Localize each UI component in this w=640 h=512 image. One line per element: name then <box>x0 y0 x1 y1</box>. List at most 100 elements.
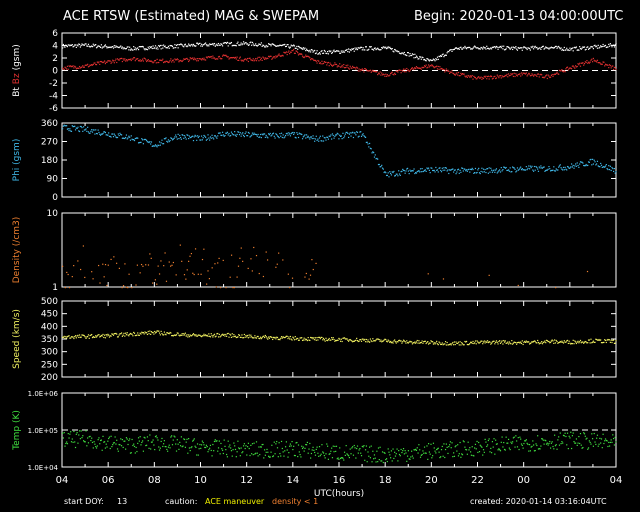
data-point <box>202 441 204 444</box>
data-point <box>193 438 195 440</box>
data-point <box>360 131 362 133</box>
data-point <box>91 64 94 66</box>
panel-frames <box>61 32 617 468</box>
data-point <box>219 287 222 289</box>
data-point <box>360 340 363 342</box>
data-point <box>68 129 70 132</box>
data-point <box>263 133 266 135</box>
data-point <box>516 170 518 172</box>
data-point <box>78 65 81 68</box>
data-point <box>537 48 540 50</box>
data-point <box>344 66 346 69</box>
data-point <box>85 43 87 45</box>
data-point <box>595 60 597 62</box>
data-point <box>419 56 422 58</box>
data-point <box>75 433 77 435</box>
data-point <box>600 63 602 65</box>
data-point <box>583 64 585 66</box>
data-point <box>550 46 552 48</box>
data-point <box>572 432 574 434</box>
data-point <box>245 334 247 337</box>
data-point <box>89 46 91 48</box>
data-point <box>331 447 333 449</box>
data-point <box>217 42 220 45</box>
data-point <box>147 46 149 48</box>
data-point <box>500 441 502 443</box>
data-point <box>221 334 223 336</box>
data-point <box>130 48 132 50</box>
data-point <box>230 131 233 133</box>
data-point <box>146 333 149 336</box>
data-point <box>571 343 573 345</box>
data-point <box>290 44 292 46</box>
data-point <box>366 141 368 143</box>
data-point <box>496 443 498 445</box>
data-point <box>331 337 333 339</box>
data-point <box>217 450 219 452</box>
data-point <box>314 49 316 52</box>
data-point <box>478 167 480 170</box>
data-point <box>294 335 296 338</box>
data-point <box>140 444 142 446</box>
data-point <box>261 337 263 339</box>
data-point <box>481 446 483 448</box>
data-point <box>459 341 461 343</box>
data-point <box>504 74 506 77</box>
data-point <box>493 46 495 48</box>
data-point <box>250 135 252 137</box>
data-point <box>367 339 369 341</box>
data-point <box>369 46 372 48</box>
data-point <box>94 133 96 135</box>
data-point <box>370 71 372 73</box>
data-point <box>194 45 196 47</box>
data-point <box>159 447 161 449</box>
data-point <box>398 69 401 71</box>
data-point <box>318 137 321 139</box>
data-point <box>259 136 261 138</box>
data-point <box>607 445 609 448</box>
data-point <box>400 72 402 74</box>
data-point <box>234 448 237 451</box>
data-point <box>537 435 539 437</box>
data-point <box>387 448 389 450</box>
data-point <box>107 46 109 48</box>
data-point <box>126 438 128 440</box>
data-point <box>394 451 396 453</box>
data-point <box>116 336 119 338</box>
x-tick-label: 04 <box>610 475 623 486</box>
data-point <box>300 456 302 458</box>
data-point <box>335 339 338 342</box>
data-point <box>578 342 580 344</box>
data-point <box>584 49 586 51</box>
data-point <box>556 169 558 171</box>
data-point <box>479 77 481 79</box>
data-point <box>268 43 271 45</box>
data-point <box>331 51 334 54</box>
data-point <box>551 73 553 76</box>
data-point <box>205 44 208 46</box>
data-point <box>211 334 213 337</box>
data-point <box>288 132 290 134</box>
data-point <box>347 454 349 456</box>
data-point <box>294 47 296 49</box>
data-point <box>531 47 533 49</box>
data-point <box>360 455 363 457</box>
data-point <box>406 455 409 457</box>
data-point <box>285 45 287 47</box>
data-point <box>261 45 263 48</box>
data-point <box>159 334 161 336</box>
data-point <box>151 61 153 63</box>
data-point <box>590 59 592 61</box>
y-tick-label-phi: 360 <box>41 119 58 129</box>
data-point <box>90 64 92 67</box>
data-point <box>478 76 480 78</box>
data-point <box>587 62 589 64</box>
data-point <box>185 138 187 140</box>
data-point <box>71 438 73 440</box>
data-point <box>227 332 229 335</box>
data-point <box>85 430 87 432</box>
data-point <box>448 169 451 171</box>
data-point <box>537 448 540 450</box>
data-point <box>68 65 70 67</box>
data-point <box>396 50 398 52</box>
